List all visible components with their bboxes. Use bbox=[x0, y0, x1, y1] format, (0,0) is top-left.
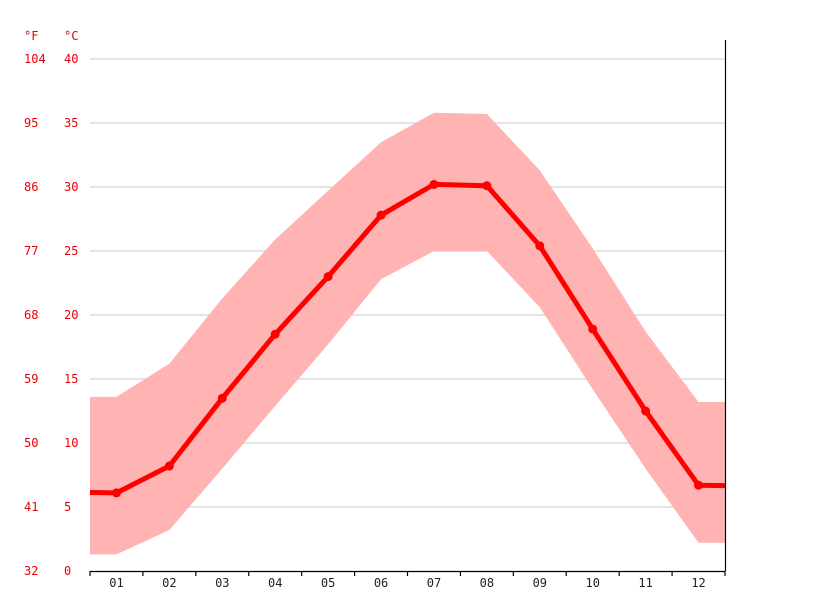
axes bbox=[89, 40, 727, 576]
y-tick-celsius: 35 bbox=[64, 116, 78, 130]
range-band-area bbox=[90, 112, 725, 555]
data-point-12 bbox=[694, 480, 704, 490]
x-tick-12: 12 bbox=[691, 576, 705, 590]
x-tick-10: 10 bbox=[585, 576, 599, 590]
y-tick-fahrenheit: 77 bbox=[24, 244, 38, 258]
x-tick-04: 04 bbox=[268, 576, 282, 590]
x-tick-08: 08 bbox=[480, 576, 494, 590]
y-tick-fahrenheit: 68 bbox=[24, 308, 38, 322]
y-tick-fahrenheit: 104 bbox=[24, 52, 46, 66]
y-tick-celsius: 40 bbox=[64, 52, 78, 66]
celsius-unit-label: °C bbox=[64, 29, 78, 43]
x-tick-09: 09 bbox=[533, 576, 547, 590]
data-point-05 bbox=[323, 272, 333, 282]
y-tick-fahrenheit: 41 bbox=[24, 500, 38, 514]
tick-labels: °F °C 0 32 5 41 10 50 15 59 20 68 25 77 30 86 35 95 40 10… bbox=[24, 29, 706, 590]
data-point-02 bbox=[164, 461, 174, 471]
average-temperature-series bbox=[89, 179, 726, 498]
y-tick-fahrenheit: 50 bbox=[24, 436, 38, 450]
data-point-03 bbox=[217, 393, 227, 403]
y-tick-celsius: 25 bbox=[64, 244, 78, 258]
fahrenheit-unit-label: °F bbox=[24, 29, 38, 43]
data-point-10 bbox=[588, 324, 598, 334]
y-tick-celsius: 30 bbox=[64, 180, 78, 194]
y-tick-fahrenheit: 59 bbox=[24, 372, 38, 386]
data-point-01 bbox=[111, 488, 121, 498]
data-point-11 bbox=[641, 406, 651, 416]
x-tick-07: 07 bbox=[427, 576, 441, 590]
y-tick-celsius: 10 bbox=[64, 436, 78, 450]
y-tick-celsius: 5 bbox=[64, 500, 71, 514]
x-tick-06: 06 bbox=[374, 576, 388, 590]
data-point-09 bbox=[535, 241, 545, 251]
data-point-07 bbox=[429, 179, 439, 189]
y-tick-celsius: 20 bbox=[64, 308, 78, 322]
series-line bbox=[89, 181, 726, 496]
y-tick-fahrenheit: 32 bbox=[24, 564, 38, 578]
data-point-08 bbox=[482, 181, 492, 191]
data-point-06 bbox=[376, 210, 386, 220]
y-tick-fahrenheit: 95 bbox=[24, 116, 38, 130]
y-tick-fahrenheit: 86 bbox=[24, 180, 38, 194]
x-tick-01: 01 bbox=[109, 576, 123, 590]
y-tick-celsius: 0 bbox=[64, 564, 71, 578]
x-tick-11: 11 bbox=[638, 576, 652, 590]
x-tick-05: 05 bbox=[321, 576, 335, 590]
temperature-range-band bbox=[90, 112, 725, 555]
x-tick-02: 02 bbox=[162, 576, 176, 590]
x-tick-03: 03 bbox=[215, 576, 229, 590]
data-point-04 bbox=[270, 329, 280, 339]
y-tick-celsius: 15 bbox=[64, 372, 78, 386]
